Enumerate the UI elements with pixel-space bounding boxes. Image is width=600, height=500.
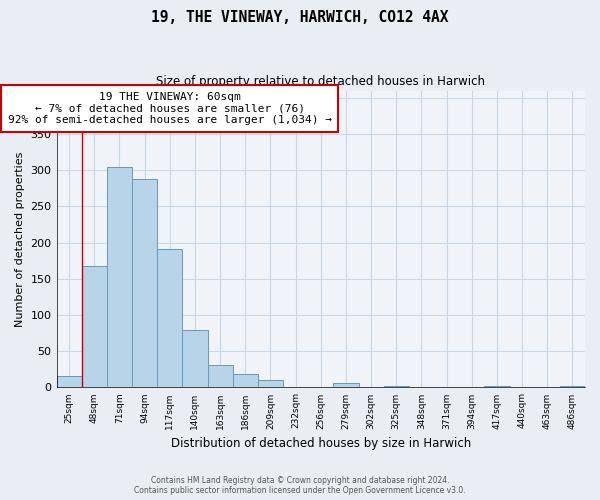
Bar [157, 249, 182, 388]
Title: Size of property relative to detached houses in Harwich: Size of property relative to detached ho… [156, 75, 485, 88]
Bar [484, 386, 509, 388]
Text: Contains HM Land Registry data © Crown copyright and database right 2024.
Contai: Contains HM Land Registry data © Crown c… [134, 476, 466, 495]
Bar [258, 380, 283, 388]
Bar [560, 386, 585, 388]
Y-axis label: Number of detached properties: Number of detached properties [15, 152, 25, 326]
Bar [208, 365, 233, 388]
Bar [132, 179, 157, 388]
Bar [182, 330, 208, 388]
Bar [334, 383, 359, 388]
Bar [82, 266, 107, 388]
Bar [383, 386, 409, 388]
Text: 19, THE VINEWAY, HARWICH, CO12 4AX: 19, THE VINEWAY, HARWICH, CO12 4AX [151, 10, 449, 25]
Bar [233, 374, 258, 388]
Bar [56, 376, 82, 388]
Bar [107, 166, 132, 388]
X-axis label: Distribution of detached houses by size in Harwich: Distribution of detached houses by size … [170, 437, 471, 450]
Text: 19 THE VINEWAY: 60sqm
← 7% of detached houses are smaller (76)
92% of semi-detac: 19 THE VINEWAY: 60sqm ← 7% of detached h… [8, 92, 332, 126]
